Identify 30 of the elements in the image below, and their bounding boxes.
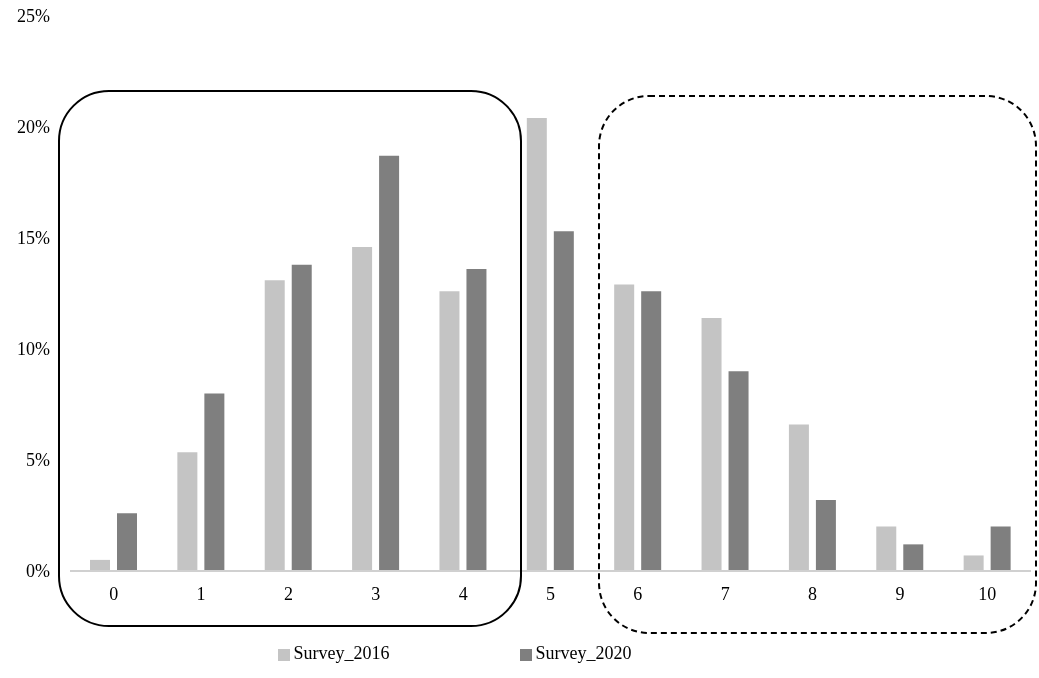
bar bbox=[379, 155, 400, 571]
x-tick-label: 0 bbox=[109, 583, 119, 604]
x-tick-label: 10 bbox=[978, 583, 997, 604]
x-tick-label: 1 bbox=[196, 583, 206, 604]
legend-label: Survey_2016 bbox=[293, 643, 390, 663]
x-tick-label: 4 bbox=[458, 583, 468, 604]
bar bbox=[903, 544, 924, 571]
x-tick-label: 5 bbox=[546, 583, 555, 604]
x-tick-label: 3 bbox=[371, 583, 381, 604]
bar bbox=[641, 291, 662, 571]
bar bbox=[553, 231, 574, 571]
y-tick-label: 20% bbox=[17, 117, 50, 138]
x-tick-label: 7 bbox=[720, 583, 730, 604]
bar bbox=[728, 371, 749, 571]
x-tick-label: 8 bbox=[808, 583, 818, 604]
bar bbox=[291, 264, 312, 571]
legend-label: Survey_2020 bbox=[535, 643, 632, 663]
bar bbox=[117, 513, 137, 571]
y-tick-label: 15% bbox=[17, 228, 50, 249]
bar bbox=[990, 526, 1011, 571]
y-tick-label: 25% bbox=[17, 6, 50, 27]
y-tick-label: 0% bbox=[26, 561, 50, 582]
bar bbox=[815, 499, 836, 571]
x-tick-label: 6 bbox=[633, 583, 643, 604]
bar bbox=[466, 269, 487, 571]
x-tick-label: 9 bbox=[895, 583, 905, 604]
y-tick-label: 5% bbox=[26, 450, 50, 471]
bar bbox=[204, 393, 225, 571]
x-tick-label: 2 bbox=[283, 583, 293, 604]
y-tick-label: 10% bbox=[17, 339, 50, 360]
